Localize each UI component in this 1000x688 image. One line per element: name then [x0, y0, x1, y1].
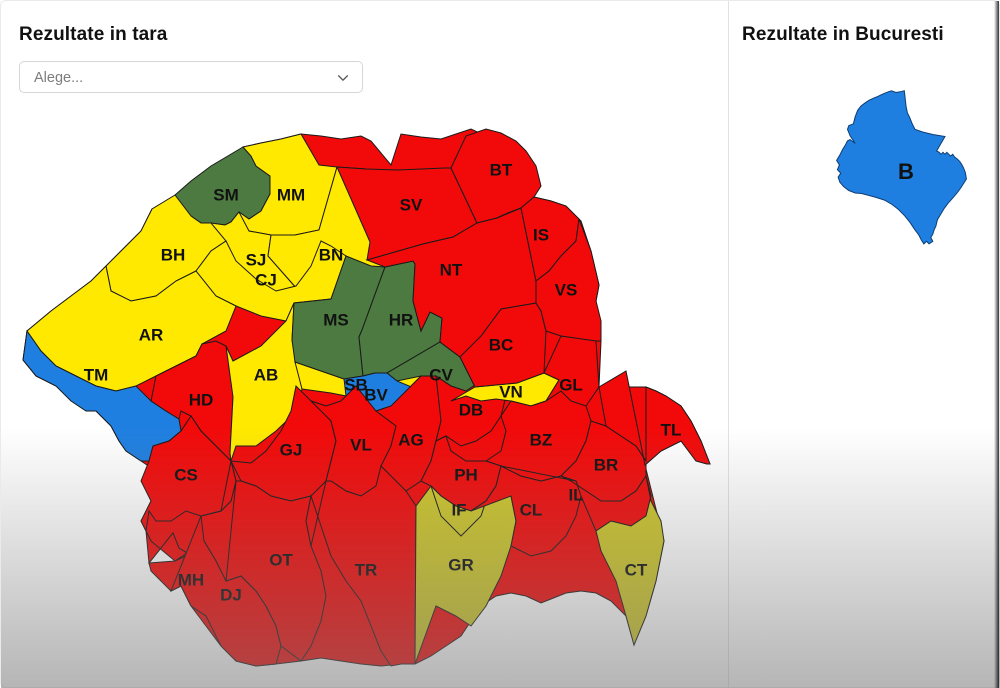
svg-text:B: B	[898, 159, 914, 184]
